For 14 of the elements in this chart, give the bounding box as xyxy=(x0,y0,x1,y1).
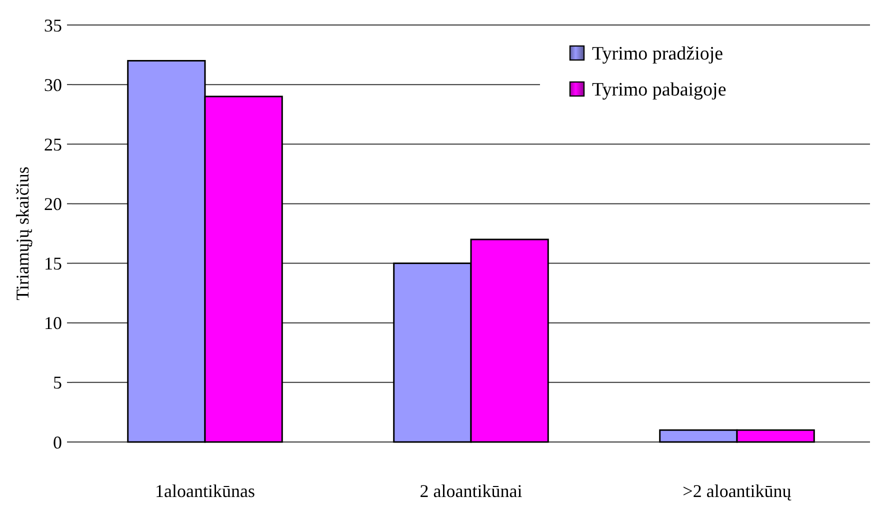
y-tick-label: 10 xyxy=(44,313,62,334)
y-axis-title: Tiriamųjų skaičius xyxy=(12,166,32,300)
x-tick-label: >2 aloantikūnų xyxy=(682,481,792,501)
x-tick-label: 2 aloantikūnai xyxy=(420,481,522,501)
y-tick-label: 25 xyxy=(44,134,62,154)
y-tick-label: 0 xyxy=(53,432,62,452)
legend-label: Tyrimo pradžioje xyxy=(592,44,724,65)
y-tick-label: 15 xyxy=(44,254,62,274)
y-tick-label: 35 xyxy=(44,15,62,36)
y-tick-label: 30 xyxy=(44,74,62,95)
y-tick-label: 5 xyxy=(53,372,62,393)
x-tick-label: 1aloantikūnas xyxy=(155,481,255,501)
legend-label: Tyrimo pabaigoje xyxy=(592,80,726,101)
y-tick-label: 20 xyxy=(44,194,62,214)
